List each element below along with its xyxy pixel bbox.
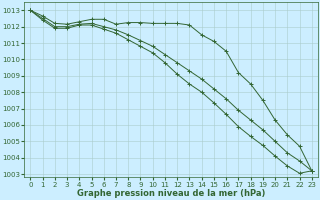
X-axis label: Graphe pression niveau de la mer (hPa): Graphe pression niveau de la mer (hPa) (77, 189, 265, 198)
